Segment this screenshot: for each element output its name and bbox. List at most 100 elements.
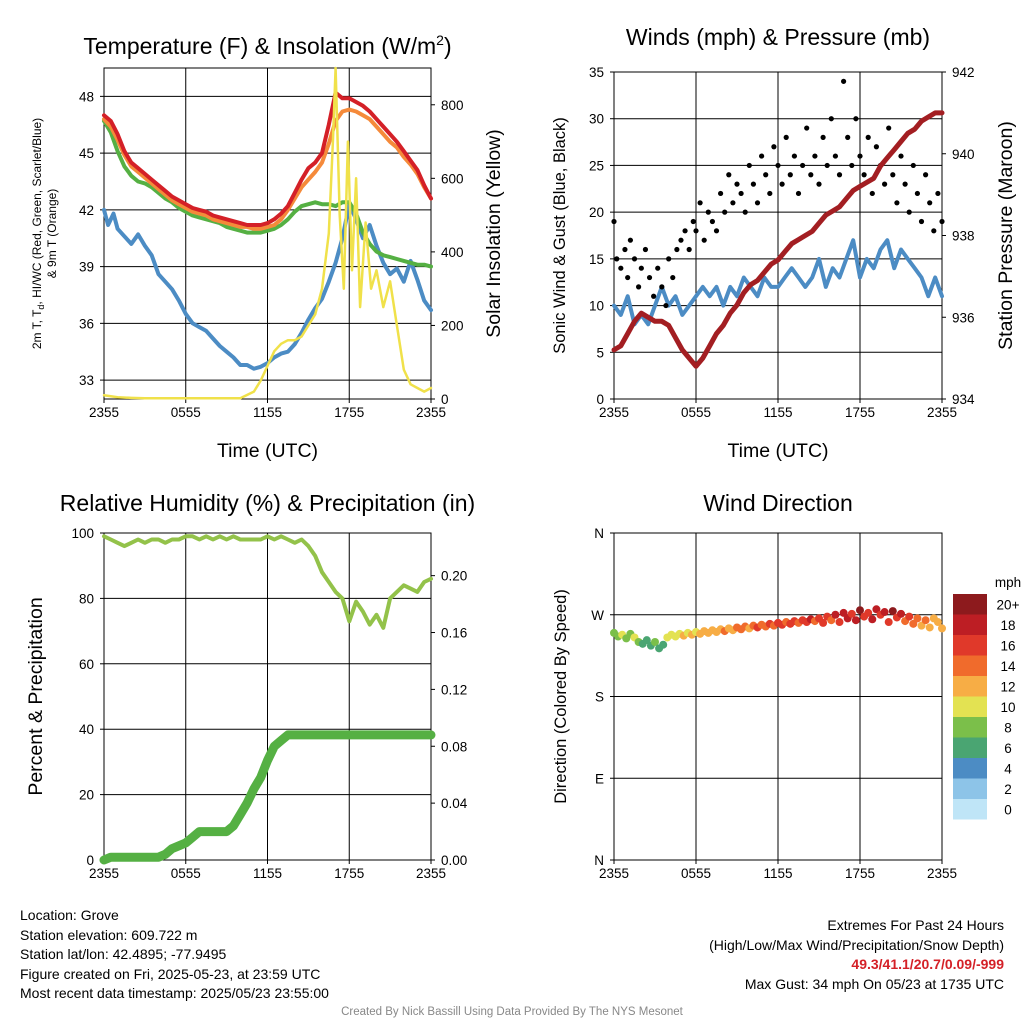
colorbar-label: 20+: [997, 597, 1020, 612]
direction-point: [921, 616, 930, 625]
gust-point: [746, 162, 752, 169]
gust-point: [636, 284, 642, 290]
temp-series-line: [102, 107, 433, 231]
wind-ytick-label: 25: [589, 158, 604, 173]
temp-ytick-label: 42: [79, 203, 94, 218]
gust-point: [779, 181, 785, 187]
wind-xtick-label: 1755: [845, 405, 875, 420]
temp-y2tick-label: 0: [441, 392, 449, 407]
dir-xtick-label: 1755: [845, 866, 875, 881]
temp-ytick-label: 36: [79, 316, 94, 331]
direction-point: [827, 616, 836, 625]
direction-point: [872, 605, 881, 614]
dir-ytick-label: S: [595, 690, 604, 705]
colorbar-label: 4: [1004, 761, 1012, 776]
gust-point: [697, 200, 703, 206]
rh-ytick-label: 100: [71, 526, 94, 541]
wind-xlabel: Time (UTC): [727, 440, 828, 462]
direction-point: [651, 638, 659, 646]
colorbar-swatch: [953, 696, 987, 717]
temp-xtick-label: 2355: [416, 405, 446, 420]
direction-point: [839, 608, 848, 617]
temp-xtick-label: 2355: [89, 405, 119, 420]
gust-point: [734, 181, 740, 187]
gust-point: [670, 274, 676, 281]
wind-y2tick-label: 938: [952, 229, 975, 244]
temp-series-line: [102, 119, 433, 269]
gust-point: [759, 153, 765, 159]
dir-ytick-label: N: [594, 526, 604, 541]
wind-xtick-label: 2355: [599, 405, 629, 420]
wind-y2label: Station Pressure (Maroon): [995, 121, 1017, 350]
colorbar-swatch: [953, 758, 987, 779]
gust-point: [614, 256, 620, 262]
gust-point: [690, 218, 696, 225]
temp-ytick-label: 45: [79, 146, 94, 161]
gust-point: [631, 256, 638, 262]
temp-y2tick-label: 600: [441, 171, 464, 186]
colorbar-label: 10: [1000, 700, 1015, 715]
direction-point: [864, 608, 873, 617]
rh-ylabel: Percent & Precipitation: [25, 597, 47, 795]
gust-point: [824, 162, 830, 169]
rh-ytick-label: 60: [79, 657, 94, 672]
colorbar-swatch: [953, 799, 987, 820]
direction-point: [835, 618, 844, 627]
wind-title: Winds (mph) & Pressure (mb): [626, 24, 930, 50]
data-timestamp: Most recent data timestamp: 2025/05/23 2…: [20, 985, 329, 1002]
rh-series-line: [99, 730, 436, 865]
gust-point: [935, 190, 941, 197]
dir-xtick-label: 2355: [927, 866, 957, 881]
direction-point: [856, 606, 864, 615]
direction-point: [917, 621, 926, 630]
temp-ylabel: 2m T, Td, HI/WC (Red, Green, Scarlet/Blu…: [30, 118, 46, 349]
gust-point: [742, 209, 748, 215]
gust-point: [914, 190, 921, 197]
gust-point: [906, 209, 912, 215]
gust-point: [674, 246, 680, 253]
rh-ytick-label: 0: [86, 853, 94, 868]
colorbar-label: 12: [1000, 679, 1015, 694]
gust-point: [836, 172, 843, 178]
wind-y2tick-label: 942: [952, 65, 975, 80]
wind-ytick-label: 30: [589, 112, 604, 127]
gust-point: [767, 190, 773, 197]
gust-point: [787, 172, 793, 178]
gust-point: [820, 134, 826, 140]
gust-point: [678, 237, 684, 243]
temp-ytick-label: 39: [79, 260, 94, 275]
rh-y2tick-label: 0.00: [441, 853, 467, 868]
rh-y2tick-label: 0.08: [441, 739, 467, 754]
temp-xtick-label: 1755: [334, 405, 364, 420]
gust-point: [795, 190, 802, 197]
gust-point: [828, 116, 834, 122]
gust-point: [882, 181, 888, 187]
direction-point: [642, 636, 651, 645]
temp-y2tick-label: 800: [441, 98, 464, 113]
gust-point: [638, 265, 644, 271]
rh-xtick-label: 1755: [334, 866, 364, 881]
rh-ytick-label: 40: [79, 722, 94, 737]
station-location: Location: Grove: [20, 907, 119, 923]
gust-point: [841, 78, 847, 84]
gust-point: [618, 265, 624, 271]
wind-ytick-label: 35: [589, 65, 604, 80]
rh-y2tick-label: 0.16: [441, 626, 467, 641]
direction-point: [847, 609, 856, 618]
rh-xtick-label: 2355: [89, 866, 119, 881]
extremes-values: 49.3/41.1/20.7/0.09/-999: [851, 956, 1004, 973]
gust-point: [651, 293, 657, 299]
direction-point: [868, 615, 877, 624]
colorbar-swatch: [953, 655, 987, 676]
figure-created: Figure created on Fri, 2025-05-23, at 23…: [20, 965, 321, 982]
wind-y2tick-label: 936: [952, 310, 975, 325]
dir-xtick-label: 2355: [599, 866, 629, 881]
gust-point: [730, 200, 736, 206]
gust-point: [832, 153, 839, 159]
direction-point: [880, 608, 889, 617]
colorbar-swatch: [953, 717, 987, 738]
wind-xtick-label: 2355: [927, 405, 957, 420]
gust-point: [663, 302, 669, 309]
gust-point: [894, 200, 900, 206]
rh-series-line: [102, 534, 433, 630]
